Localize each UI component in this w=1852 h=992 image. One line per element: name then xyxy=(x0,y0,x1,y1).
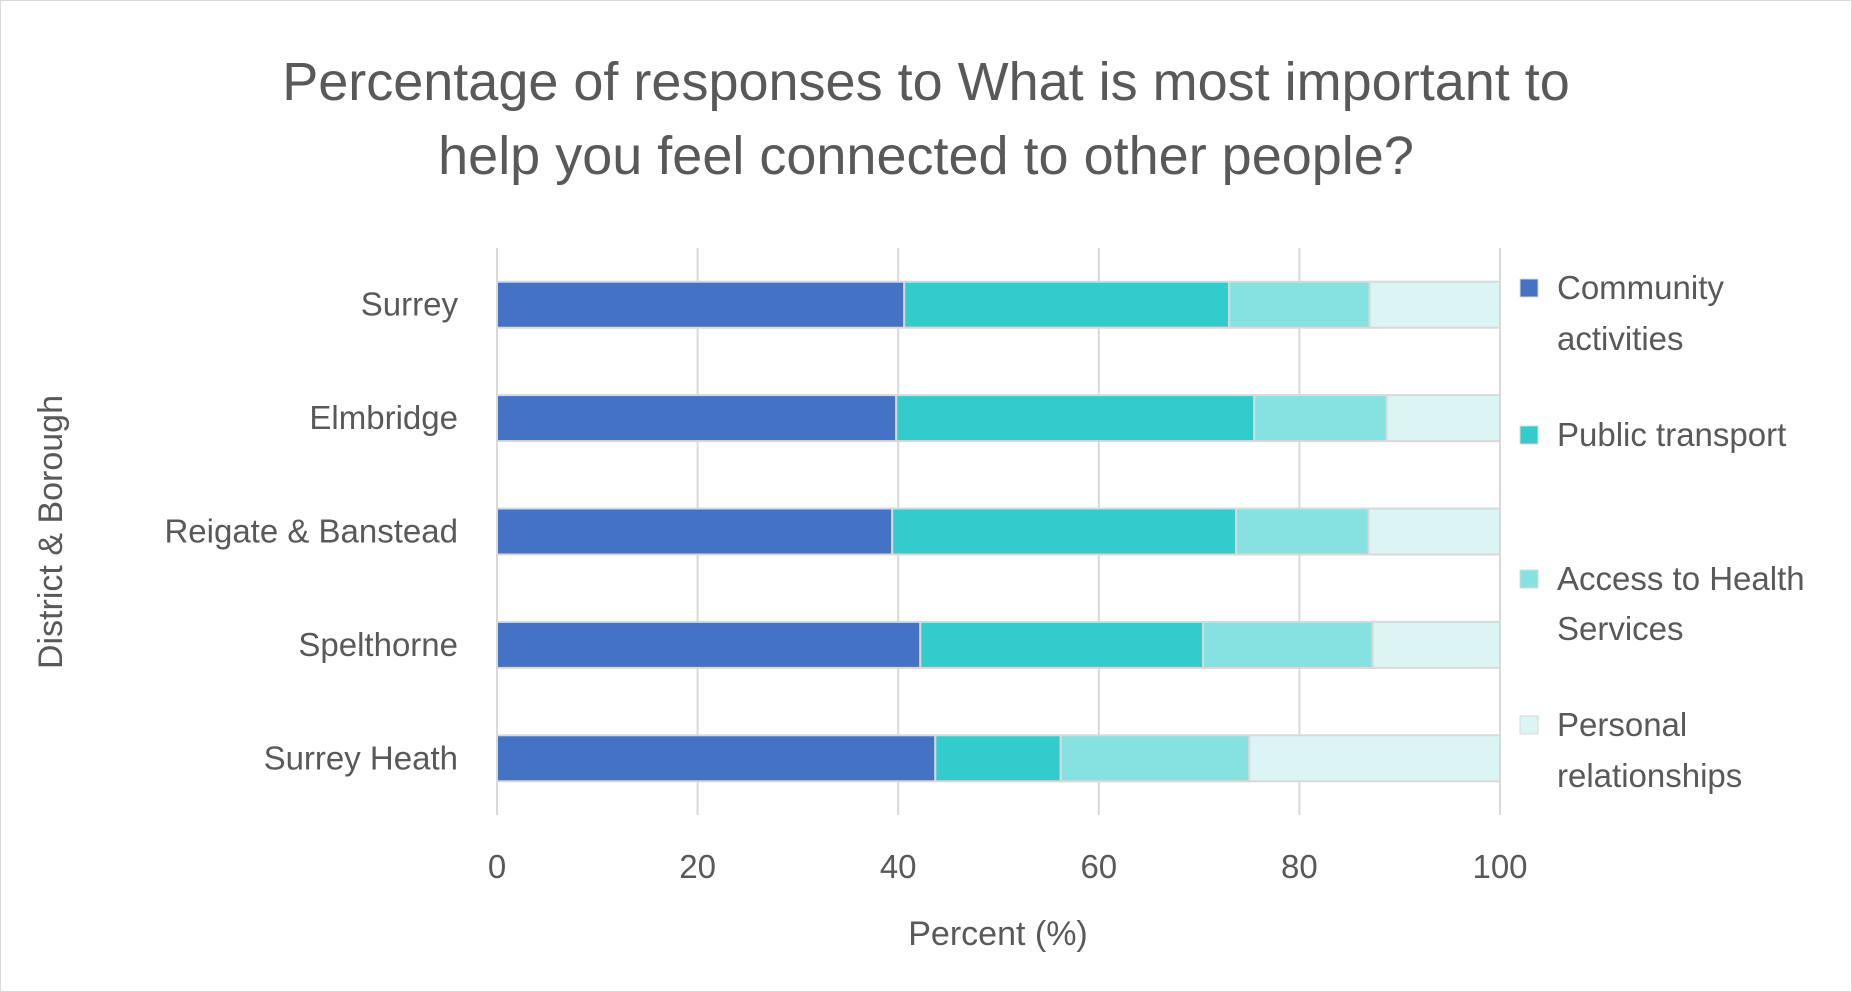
legend-label-1: Community xyxy=(1557,269,1724,306)
bar-surrey-heath-series-4 xyxy=(1248,734,1501,783)
legend-label-3: Access to Health xyxy=(1557,560,1805,597)
legend-swatch-1 xyxy=(1519,278,1539,298)
x-tick-label: 0 xyxy=(488,848,506,885)
bar-reigate-banstead-series-1 xyxy=(496,507,894,556)
y-tick-label: Surrey xyxy=(361,286,459,323)
bar-reigate-banstead-series-2 xyxy=(891,507,1238,556)
x-tick-label: 20 xyxy=(679,848,716,885)
bar-surrey-series-1 xyxy=(496,280,906,329)
legend-label-1: activities xyxy=(1557,320,1684,357)
y-axis-title: District & Borough xyxy=(32,395,70,669)
bar-surrey-series-4 xyxy=(1368,280,1501,329)
legend-swatch-4 xyxy=(1519,715,1539,735)
chart-title-line-2: help you feel connected to other people? xyxy=(438,126,1414,186)
bar-surrey-series-2 xyxy=(903,280,1231,329)
bar-spelthorne-series-3 xyxy=(1202,620,1374,669)
bar-surrey-series-3 xyxy=(1228,280,1371,329)
bar-spelthorne-series-2 xyxy=(919,620,1205,669)
x-tick-label: 100 xyxy=(1472,848,1527,885)
bar-elmbridge-series-2 xyxy=(895,394,1256,443)
bar-surrey-heath-series-3 xyxy=(1059,734,1251,783)
y-tick-label: Surrey Heath xyxy=(264,739,458,776)
x-tick-label: 40 xyxy=(880,848,917,885)
y-tick-label: Reigate & Banstead xyxy=(164,513,458,550)
legend-label-2: Public transport xyxy=(1557,416,1786,453)
bar-elmbridge-series-3 xyxy=(1253,394,1388,443)
bar-surrey-heath-series-2 xyxy=(934,734,1062,783)
x-tick-label: 80 xyxy=(1281,848,1318,885)
y-tick-label: Elmbridge xyxy=(309,399,458,436)
bar-elmbridge-series-1 xyxy=(496,394,898,443)
x-tick-label: 60 xyxy=(1080,848,1117,885)
x-axis-title: Percent (%) xyxy=(908,915,1088,953)
legend-swatch-2 xyxy=(1519,425,1539,445)
bar-reigate-banstead-series-3 xyxy=(1235,507,1370,556)
bar-elmbridge-series-4 xyxy=(1385,394,1502,443)
legend-label-4: relationships xyxy=(1557,757,1742,794)
chart-title-line-1: Percentage of responses to What is most … xyxy=(282,52,1570,112)
bar-spelthorne-series-1 xyxy=(496,620,922,669)
legend-label-4: Personal xyxy=(1557,706,1687,743)
bar-reigate-banstead-series-4 xyxy=(1367,507,1502,556)
legend-label-3: Services xyxy=(1557,610,1684,647)
y-tick-label: Spelthorne xyxy=(298,626,458,663)
bar-surrey-heath-series-1 xyxy=(496,734,937,783)
bar-spelthorne-series-4 xyxy=(1371,620,1502,669)
legend-swatch-3 xyxy=(1519,569,1539,589)
